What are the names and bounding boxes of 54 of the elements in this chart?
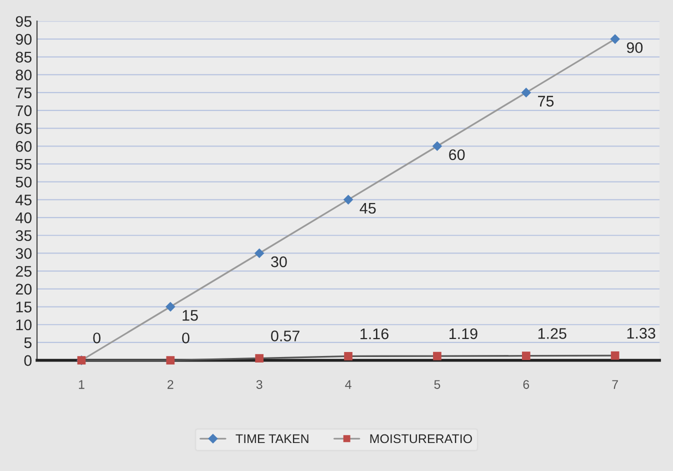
point — [610, 34, 620, 44]
x-tick-label: 7 — [612, 380, 618, 389]
data-label: 45 — [360, 203, 376, 214]
point — [166, 356, 175, 364]
y-tick-label: 85 — [16, 52, 32, 63]
x-tick-label: 1 — [78, 380, 84, 389]
y-tick-label: 15 — [16, 302, 32, 312]
x-tick-label: 5 — [434, 380, 440, 389]
data-label: 0 — [182, 332, 190, 344]
data-label: 75 — [538, 96, 554, 107]
y-tick-label: 20 — [16, 284, 32, 295]
point — [610, 351, 620, 360]
x-tick-label: 3 — [256, 380, 262, 389]
y-tick-label: 60 — [16, 141, 32, 152]
data-label: 90 — [626, 42, 643, 54]
point — [433, 352, 442, 360]
y-tick-label: 45 — [16, 194, 32, 206]
point — [522, 352, 530, 360]
point — [254, 248, 264, 258]
y-tick-label: 65 — [16, 123, 32, 134]
point — [166, 302, 176, 312]
y-tick-label: 25 — [16, 266, 32, 277]
data-label: 0 — [93, 332, 100, 344]
point — [432, 142, 442, 151]
data-label: 1.19 — [449, 328, 478, 340]
y-tick-label: 70 — [16, 105, 32, 116]
x-tick-label: 2 — [168, 380, 174, 389]
legend-label: TIME TAKEN — [236, 434, 308, 444]
data-label: 0.57 — [271, 330, 300, 342]
y-tick-label: 40 — [16, 212, 32, 224]
y-tick-label: 90 — [16, 34, 32, 45]
data-label: 1.25 — [538, 328, 566, 339]
y-tick-label: 95 — [16, 16, 32, 27]
point — [255, 354, 264, 362]
data-label: 1.33 — [627, 328, 656, 339]
y-tick-label: 80 — [16, 70, 32, 80]
point — [522, 88, 531, 98]
data-label: 30 — [271, 256, 287, 268]
point — [344, 195, 353, 204]
y-tick-label: 10 — [16, 319, 32, 330]
y-tick-label: 55 — [16, 159, 32, 170]
y-tick-label: 35 — [16, 230, 32, 242]
x-tick-label: 6 — [523, 380, 530, 389]
y-tick-label: 50 — [16, 176, 32, 188]
y-tick-label: 5 — [24, 337, 32, 348]
data-label: 60 — [449, 149, 465, 160]
y-tick-label: 0 — [24, 355, 32, 366]
legend-label: MOISTURERATIO — [370, 434, 472, 444]
y-tick-label: 75 — [16, 88, 32, 98]
data-label: 1.16 — [360, 328, 388, 340]
y-tick-label: 30 — [16, 248, 32, 259]
point — [344, 352, 352, 360]
data-label: 15 — [182, 310, 198, 321]
x-tick-label: 4 — [345, 380, 352, 389]
